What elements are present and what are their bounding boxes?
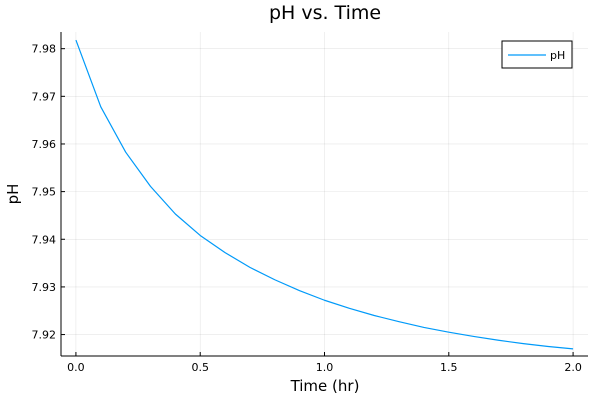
x-tick-label: 0.0 — [67, 361, 85, 374]
legend: pH — [501, 40, 573, 69]
y-axis-label: pH — [4, 184, 22, 205]
chart-title: pH vs. Time — [269, 2, 381, 24]
y-tick-label: 7.92 — [32, 329, 57, 342]
y-tick-label: 7.96 — [32, 138, 57, 151]
y-tick-label: 7.94 — [32, 233, 57, 246]
tick-labels: 0.0 0.5 1.0 1.5 2.0 7.92 7.93 7.94 7.95 7.96 7.97 7… — [32, 43, 582, 374]
series-line-ph — [75, 39, 574, 350]
x-tick-label: 2.0 — [564, 361, 582, 374]
axes — [60, 32, 588, 357]
y-tick-label: 7.97 — [32, 90, 57, 103]
grid-lines — [61, 32, 588, 356]
legend-label-ph: pH — [550, 49, 565, 62]
y-tick-label: 7.95 — [32, 186, 57, 199]
x-tick-label: 1.5 — [440, 361, 458, 374]
series-layer — [75, 39, 574, 350]
x-tick-label: 0.5 — [191, 361, 209, 374]
y-tick-label: 7.93 — [32, 281, 57, 294]
y-tick-label: 7.98 — [32, 43, 57, 56]
x-axis-label: Time (hr) — [290, 377, 360, 395]
x-tick-label: 1.0 — [316, 361, 334, 374]
